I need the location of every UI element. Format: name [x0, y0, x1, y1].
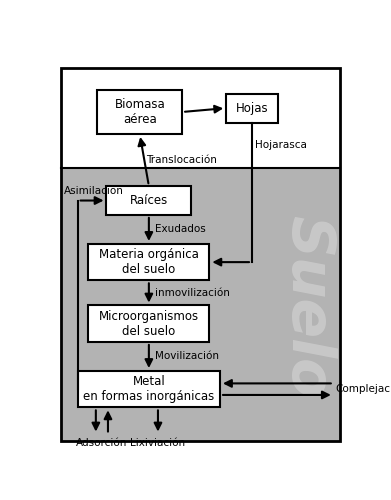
Bar: [97, 90, 182, 134]
Bar: [61, 168, 340, 441]
Text: Raíces: Raíces: [130, 194, 168, 207]
Bar: [61, 68, 340, 168]
Text: Materia orgánica
del suelo: Materia orgánica del suelo: [99, 248, 199, 276]
Text: Hojas: Hojas: [236, 102, 268, 114]
Text: Translocación: Translocación: [146, 155, 217, 165]
Text: Metal
en formas inorgánicas: Metal en formas inorgánicas: [83, 375, 215, 403]
Text: Adsorción: Adsorción: [76, 438, 127, 448]
Text: Suelo: Suelo: [280, 215, 337, 398]
Text: Complejación: Complejación: [335, 384, 391, 394]
Bar: [88, 306, 210, 342]
Text: inmovilización: inmovilización: [155, 288, 230, 298]
Text: Lixiviación: Lixiviación: [131, 438, 185, 448]
Bar: [78, 371, 220, 408]
Bar: [106, 186, 191, 215]
Bar: [88, 244, 210, 281]
Text: Asimilación: Asimilación: [64, 186, 124, 196]
Bar: [226, 94, 278, 122]
Text: Exudados: Exudados: [155, 224, 206, 234]
Text: Hojarasca: Hojarasca: [255, 140, 307, 150]
Text: Microorganismos
del suelo: Microorganismos del suelo: [99, 310, 199, 338]
Text: Biomasa
aérea: Biomasa aérea: [115, 98, 165, 126]
Text: Movilización: Movilización: [155, 352, 219, 362]
